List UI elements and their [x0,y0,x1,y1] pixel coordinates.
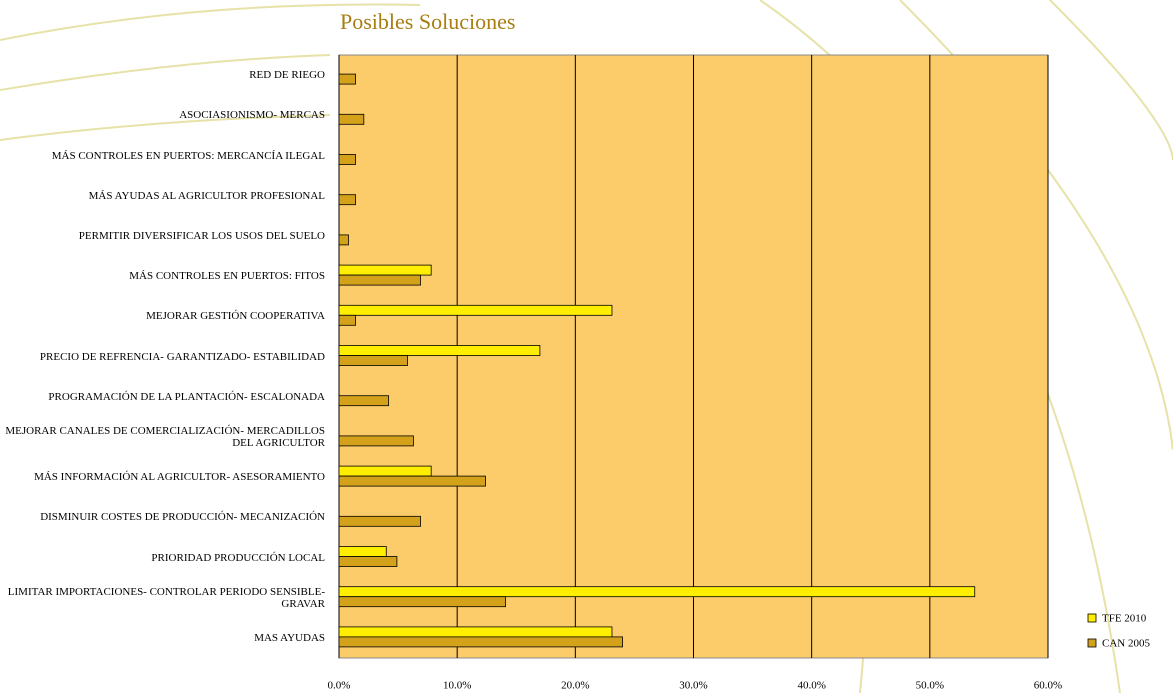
bar [338,264,432,276]
x-tick-label: 50.0% [916,680,944,692]
bar [338,546,387,557]
y-tick-label: RED DE RIEGO [249,69,325,82]
y-tick-label: PRECIO DE REFRENCIA- GARANTIZADO- ESTABI… [39,350,325,363]
x-tick-label: 10.0% [443,680,471,692]
x-tick-label: 20.0% [561,680,589,692]
y-tick-label: MÁS AYUDAS AL AGRICULTOR PROFESIONAL [88,189,325,202]
chart-title: Posibles Soluciones [340,9,515,34]
bar [338,304,613,316]
y-tick-label: MAS AYUDAS [254,631,325,644]
bar [338,596,507,608]
legend-label: TFE 2010 [1102,613,1147,625]
y-tick-label: MEJORAR GESTIÓN COOPERATIVA [146,310,325,323]
y-tick-label: MÁS INFORMACIÓN AL AGRICULTOR- ASESORAMI… [34,471,325,484]
bar [338,395,390,407]
y-tick-label: MÁS CONTROLES EN PUERTOS: FITOS [129,270,325,283]
bar [338,475,486,487]
legend-label: CAN 2005 [1102,638,1150,650]
x-tick-label: 60.0% [1034,680,1062,692]
y-tick-label: MÁS CONTROLES EN PUERTOS: MERCANCÍA ILEG… [51,149,325,162]
bar [338,465,432,477]
y-tick-label: ASOCIASIONISMO- MERCAS [179,109,325,122]
y-tick-label: PERMITIR DIVERSIFICAR LOS USOS DEL SUELO [78,229,325,242]
bar [338,314,356,326]
bar [338,194,356,206]
bar [338,274,421,286]
bar [338,515,421,527]
x-tick-label: 30.0% [679,680,707,692]
bar [338,234,349,246]
bar [338,636,624,648]
bar [338,355,408,366]
y-tick-label: DISMINUIR COSTES DE PRODUCCIÓN- MECANIZA… [40,511,325,524]
bar [338,435,414,447]
bar [338,586,976,598]
x-tick-label: 40.0% [797,680,825,692]
bar [338,73,356,85]
bar [338,556,398,567]
y-tick-label: PRIORIDAD PRODUCCIÓN LOCAL [151,551,325,564]
x-tick-label: 0.0% [328,680,351,692]
y-tick-label: MEJORAR CANALES DE COMERCIALIZACIÓN- MER… [5,424,325,449]
bar [338,113,365,125]
legend-swatch [1087,638,1097,648]
y-tick-label: LIMITAR IMPORTACIONES- CONTROLAR PERIODO… [7,585,325,610]
bar [338,345,541,356]
bar [338,626,613,638]
legend-swatch [1087,613,1097,623]
bar [338,154,356,165]
y-tick-label: PROGRAMACIÓN DE LA PLANTACIÓN- ESCALONAD… [48,390,325,403]
